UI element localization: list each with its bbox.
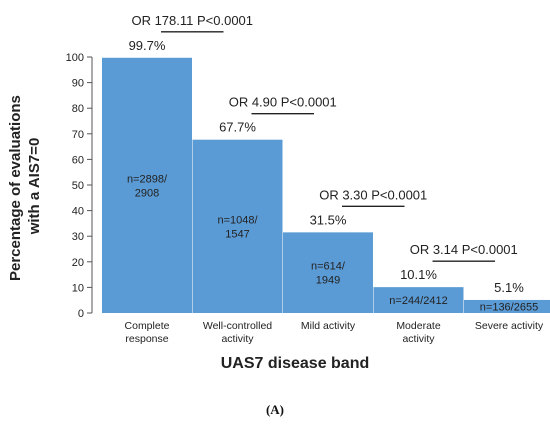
comparison-brackets: OR 178.11 P<0.0001 OR 4.90 P<0.0001 OR 3.3… bbox=[131, 13, 518, 262]
bar bbox=[283, 232, 373, 313]
y-axis: 0 10 20 30 40 50 60 70 80 90 100 bbox=[66, 52, 93, 320]
x-tick-label-line: activity bbox=[402, 333, 435, 345]
y-tick-label: 30 bbox=[72, 231, 84, 243]
y-tick-label: 70 bbox=[72, 129, 84, 141]
x-tick-label: Moderate activity bbox=[396, 320, 441, 345]
comparison-label: OR 178.11 P<0.0001 bbox=[131, 13, 253, 28]
y-axis-title: Percentage of evaluations with a AIS7=0 bbox=[7, 91, 43, 281]
bar-n-label: n=2898/2908 bbox=[127, 173, 168, 199]
bar-n-label-line: n=136/2655 bbox=[480, 301, 538, 313]
bar-value-label: 10.1% bbox=[400, 267, 437, 282]
bar-value-label: 31.5% bbox=[310, 212, 347, 227]
bar-n-label-line: 2908 bbox=[135, 187, 159, 199]
bar-n-label: n=136/2655 bbox=[480, 301, 538, 313]
bars: 99.7% n=2898/2908 Complete response 67.7% n=1… bbox=[102, 38, 550, 345]
y-tick-label: 50 bbox=[72, 180, 84, 192]
bar-n-label-line: 1547 bbox=[225, 228, 249, 240]
x-axis-title: UAS7 disease band bbox=[221, 355, 370, 372]
bar-n-label-line: n=244/2412 bbox=[389, 295, 447, 307]
comparison-label: OR 3.14 P<0.0001 bbox=[410, 242, 518, 257]
x-tick-label-line: Mild activity bbox=[301, 320, 356, 332]
bar-n-label-line: 1949 bbox=[316, 275, 340, 287]
y-tick-label: 100 bbox=[66, 52, 84, 64]
comparison-label: OR 3.30 P<0.0001 bbox=[319, 187, 427, 202]
bar-n-label: n=1048/1547 bbox=[217, 214, 258, 240]
x-tick-label-line: activity bbox=[221, 333, 254, 345]
x-tick-label-line: Moderate bbox=[396, 320, 441, 332]
x-tick-label-line: Severe activity bbox=[475, 320, 544, 332]
x-tick-label: Severe activity bbox=[475, 320, 544, 332]
bar-n-label-line: n=1048/ bbox=[217, 214, 258, 226]
y-tick-label: 0 bbox=[78, 308, 84, 320]
y-tick-label: 90 bbox=[72, 78, 84, 90]
y-tick-label: 80 bbox=[72, 103, 84, 115]
x-tick-label-line: response bbox=[125, 333, 168, 345]
y-axis-title-line-1: Percentage of evaluations bbox=[7, 95, 24, 281]
comparison-label: OR 4.90 P<0.0001 bbox=[229, 95, 337, 110]
y-tick-label: 60 bbox=[72, 154, 84, 166]
bar-value-label: 5.1% bbox=[494, 280, 524, 295]
bar bbox=[192, 139, 283, 313]
panel-label: (A) bbox=[266, 402, 284, 417]
bar-value-label: 99.7% bbox=[129, 38, 166, 53]
y-axis-title-line-2: with a AIS7=0 bbox=[26, 138, 43, 236]
bar bbox=[464, 299, 550, 313]
bar-n-label: n=614/1949 bbox=[311, 261, 346, 287]
bar-n-label-line: n=614/ bbox=[311, 261, 346, 273]
y-tick-label: 40 bbox=[72, 206, 84, 218]
x-tick-label-line: Complete bbox=[125, 320, 170, 332]
y-tick-label: 10 bbox=[72, 282, 84, 294]
bar bbox=[373, 287, 464, 313]
bar-value-label: 67.7% bbox=[219, 120, 256, 135]
x-tick-label: Well-controlled activity bbox=[203, 320, 272, 345]
y-tick-label: 20 bbox=[72, 257, 84, 269]
x-tick-label: Complete response bbox=[125, 320, 170, 345]
x-tick-label-line: Well-controlled bbox=[203, 320, 272, 332]
bar-n-label-line: n=2898/ bbox=[127, 173, 168, 185]
bar bbox=[102, 57, 192, 313]
x-tick-label: Mild activity bbox=[301, 320, 356, 332]
bar-n-label: n=244/2412 bbox=[389, 295, 447, 307]
